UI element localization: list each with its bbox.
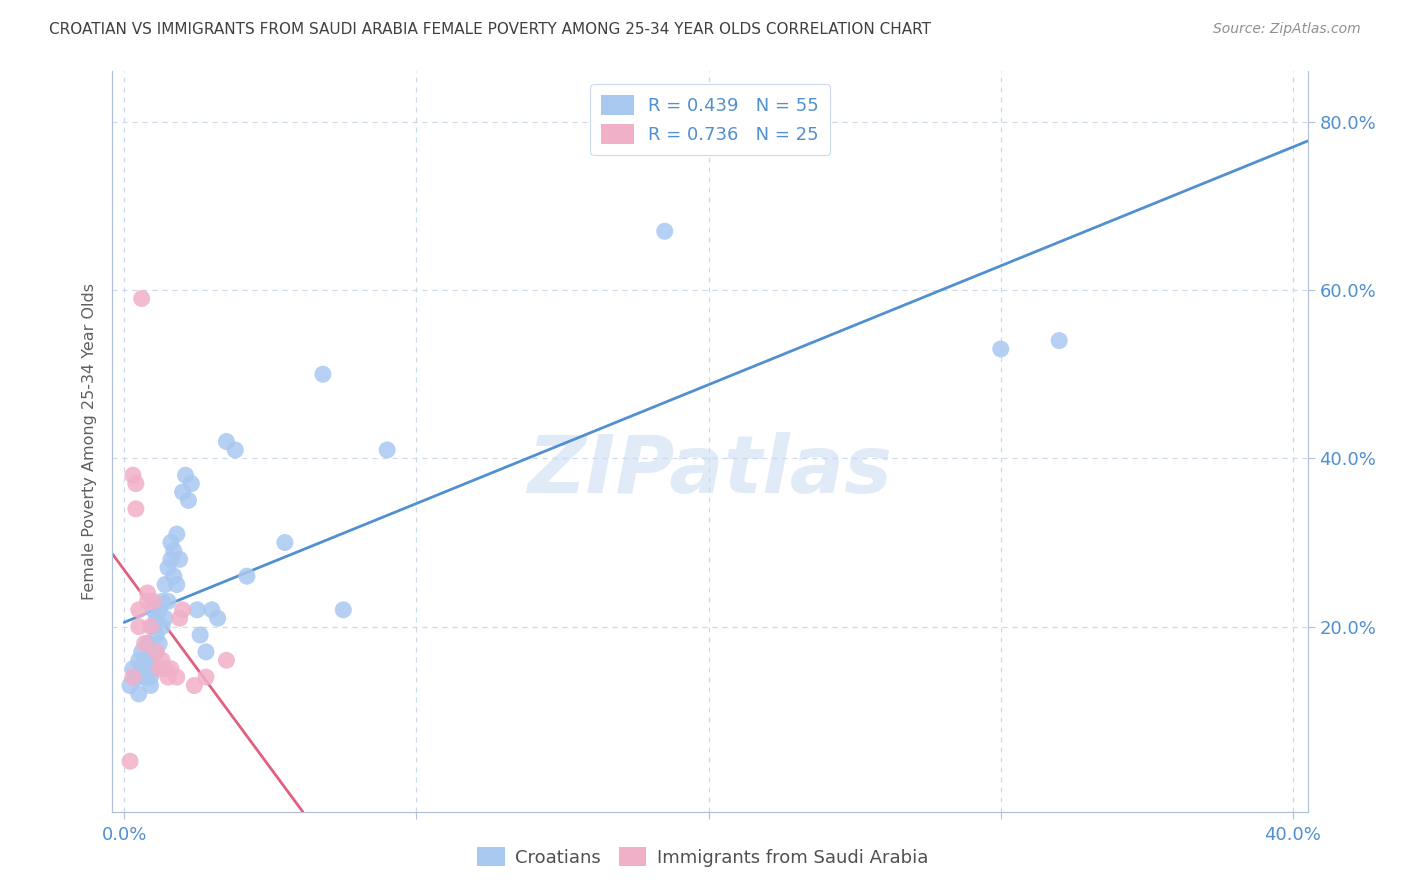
- Point: [128, 670, 150, 684]
- Point: [375, 442, 398, 457]
- Point: [166, 577, 188, 591]
- Point: [312, 368, 335, 382]
- Point: [990, 342, 1012, 356]
- Text: ZIPatlas: ZIPatlas: [527, 432, 893, 510]
- Point: [131, 662, 153, 676]
- Point: [145, 645, 167, 659]
- Point: [195, 645, 218, 659]
- Point: [142, 619, 165, 633]
- Point: [160, 662, 183, 676]
- Point: [145, 611, 167, 625]
- Point: [174, 468, 197, 483]
- Point: [274, 535, 297, 549]
- Point: [122, 662, 145, 676]
- Point: [139, 670, 162, 684]
- Point: [166, 527, 188, 541]
- Point: [134, 653, 156, 667]
- Point: [145, 645, 167, 659]
- Y-axis label: Female Poverty Among 25-34 Year Olds: Female Poverty Among 25-34 Year Olds: [82, 283, 97, 600]
- Point: [1047, 334, 1070, 348]
- Point: [186, 603, 208, 617]
- Point: [160, 535, 183, 549]
- Point: [142, 662, 165, 676]
- Point: [125, 476, 148, 491]
- Legend: Croatians, Immigrants from Saudi Arabia: Croatians, Immigrants from Saudi Arabia: [470, 840, 936, 874]
- Point: [136, 636, 159, 650]
- Point: [148, 603, 170, 617]
- Point: [128, 603, 150, 617]
- Point: [188, 628, 211, 642]
- Point: [125, 670, 148, 684]
- Point: [224, 442, 246, 457]
- Point: [118, 679, 141, 693]
- Legend: R = 0.439   N = 55, R = 0.736   N = 25: R = 0.439 N = 55, R = 0.736 N = 25: [591, 84, 830, 154]
- Point: [142, 594, 165, 608]
- Point: [207, 611, 229, 625]
- Point: [118, 754, 141, 768]
- Point: [172, 603, 194, 617]
- Point: [160, 552, 183, 566]
- Point: [125, 501, 148, 516]
- Point: [150, 594, 173, 608]
- Point: [172, 485, 194, 500]
- Point: [122, 468, 145, 483]
- Point: [169, 552, 191, 566]
- Point: [128, 653, 150, 667]
- Point: [215, 653, 238, 667]
- Point: [131, 292, 153, 306]
- Point: [156, 594, 179, 608]
- Point: [128, 619, 150, 633]
- Point: [136, 662, 159, 676]
- Point: [122, 670, 145, 684]
- Point: [169, 611, 191, 625]
- Point: [654, 224, 676, 238]
- Point: [136, 586, 159, 600]
- Point: [195, 670, 218, 684]
- Point: [201, 603, 224, 617]
- Point: [163, 544, 186, 558]
- Point: [183, 679, 205, 693]
- Point: [166, 670, 188, 684]
- Point: [139, 653, 162, 667]
- Point: [139, 679, 162, 693]
- Point: [236, 569, 259, 583]
- Point: [148, 662, 170, 676]
- Point: [163, 569, 186, 583]
- Point: [136, 594, 159, 608]
- Point: [156, 560, 179, 574]
- Point: [156, 670, 179, 684]
- Text: Source: ZipAtlas.com: Source: ZipAtlas.com: [1213, 22, 1361, 37]
- Point: [134, 670, 156, 684]
- Text: CROATIAN VS IMMIGRANTS FROM SAUDI ARABIA FEMALE POVERTY AMONG 25-34 YEAR OLDS CO: CROATIAN VS IMMIGRANTS FROM SAUDI ARABIA…: [49, 22, 931, 37]
- Point: [134, 636, 156, 650]
- Point: [153, 611, 176, 625]
- Point: [145, 628, 167, 642]
- Point: [332, 603, 354, 617]
- Point: [128, 687, 150, 701]
- Point: [150, 619, 173, 633]
- Point: [142, 603, 165, 617]
- Point: [215, 434, 238, 449]
- Point: [139, 619, 162, 633]
- Point: [180, 476, 202, 491]
- Point: [148, 636, 170, 650]
- Point: [131, 645, 153, 659]
- Point: [153, 577, 176, 591]
- Point: [177, 493, 200, 508]
- Point: [153, 662, 176, 676]
- Point: [150, 653, 173, 667]
